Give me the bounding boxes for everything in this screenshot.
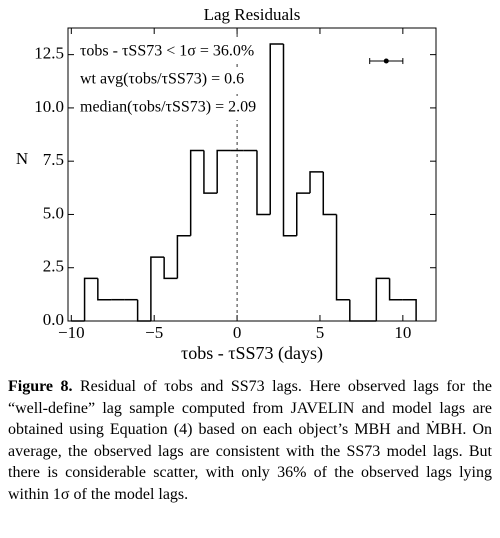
histogram-bin (388, 278, 403, 301)
histogram-bin (150, 256, 165, 321)
histogram-bin (335, 214, 350, 301)
histogram-bin (309, 171, 324, 194)
chart-title: Lag Residuals (204, 5, 301, 24)
histogram-bin (189, 149, 204, 236)
annotation-bg (76, 68, 249, 92)
x-tick-label: 5 (316, 323, 325, 342)
annotation: median(τobs/τSS73) = 2.09 (80, 99, 256, 116)
histogram-bin (136, 299, 151, 322)
histogram-bin (296, 192, 311, 236)
histogram-bin (402, 298, 417, 321)
y-tick-label: 5.0 (43, 203, 64, 222)
histogram-bin (349, 299, 364, 322)
x-tick-label: 10 (394, 323, 411, 342)
x-tick-label: −10 (58, 323, 85, 342)
histogram-bin (203, 150, 218, 194)
histogram-bin (83, 277, 98, 321)
histogram-bin (176, 235, 191, 279)
histogram-bin (282, 43, 297, 237)
caption: Figure 8. Residual of τobs and SS73 lags… (8, 376, 492, 505)
histogram-bin (163, 257, 178, 280)
annotation: τobs - τSS73 < 1σ = 36.0% (80, 43, 254, 60)
histogram-bin (322, 171, 337, 216)
annotation: wt avg(τobs/τSS73) = 0.6 (80, 71, 244, 88)
y-tick-label: 12.5 (34, 44, 64, 63)
y-tick-label: 2.5 (43, 257, 64, 276)
histogram-bin (256, 150, 271, 216)
y-tick-label: 0.0 (43, 310, 64, 329)
histogram-bin (216, 149, 231, 194)
y-tick-label: 10.0 (34, 97, 64, 116)
chart: Lag Residuals τobs - τSS73 (days) N 0.0 2… (16, 5, 437, 364)
histogram-bin (97, 278, 112, 301)
y-tick-label: 7.5 (43, 150, 64, 169)
caption-text: Residual of τobs and SS73 lags. Here obs… (8, 378, 493, 503)
histogram-bin (269, 43, 284, 215)
annotation-bg (76, 40, 259, 64)
x-axis-label: τobs - τSS73 (days) (181, 343, 323, 364)
error-point (383, 58, 389, 64)
caption-label: Figure 8. (8, 378, 73, 395)
annotation-bg (76, 96, 261, 120)
x-tick-label: 0 (233, 323, 242, 342)
plot-frame (67, 27, 437, 322)
x-tick-label: −5 (145, 323, 163, 342)
y-axis-label: N (16, 149, 28, 168)
histogram-bin (375, 277, 390, 321)
